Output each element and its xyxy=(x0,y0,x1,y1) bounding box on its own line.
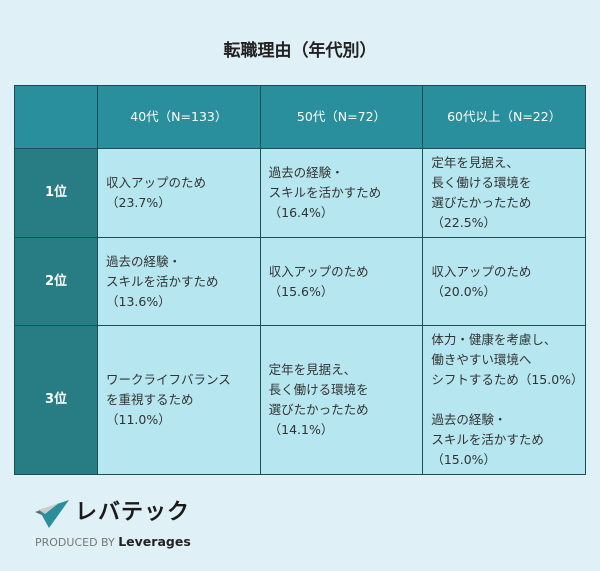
header-row: 40代（N=133） 50代（N=72） 60代以上（N=22） xyxy=(14,85,586,149)
company-name: Leverages xyxy=(118,534,191,549)
levtech-logo: レバテック PRODUCED BY Leverages xyxy=(35,500,235,560)
table-cell: ワークライフバランス を重視するため （11.0%） xyxy=(97,325,261,475)
column-header: 40代（N=133） xyxy=(97,85,261,149)
rank-label: 3位 xyxy=(14,325,98,475)
table-cell: 定年を見据え、 長く働ける環境を 選びたかったため （22.5%） xyxy=(422,148,586,238)
table-row: 3位 ワークライフバランス を重視するため （11.0%） 定年を見据え、 長く… xyxy=(14,325,586,475)
table-cell: 収入アップのため （15.6%） xyxy=(259,237,424,326)
rank-label: 1位 xyxy=(14,148,98,238)
table-cell: 定年を見据え、 長く働ける環境を 選びたかったため （14.1%） xyxy=(259,325,424,475)
rank-label: 2位 xyxy=(14,237,98,326)
table-cell: 収入アップのため （20.0%） xyxy=(422,237,586,326)
page-title: 転職理由（年代別） xyxy=(223,41,377,61)
table-cell: 過去の経験・ スキルを活かすため （16.4%） xyxy=(259,148,424,238)
reasons-table: 40代（N=133） 50代（N=72） 60代以上（N=22） 1位 収入アッ… xyxy=(14,85,586,475)
corner-cell xyxy=(14,85,98,149)
produced-by: PRODUCED BY Leverages xyxy=(35,534,191,551)
column-header: 50代（N=72） xyxy=(259,85,424,149)
table-cell: 過去の経験・ スキルを活かすため （13.6%） xyxy=(97,237,261,326)
brand-name: レバテック xyxy=(75,500,191,525)
table-cell: 体力・健康を考慮し、 働きやすい環境へ シフトするため（15.0%） 過去の経験… xyxy=(422,325,586,475)
check-mark-icon xyxy=(35,500,69,528)
column-header: 60代以上（N=22） xyxy=(422,85,586,149)
table-row: 1位 収入アップのため （23.7%） 過去の経験・ スキルを活かすため （16… xyxy=(14,148,586,238)
produced-by-label: PRODUCED BY xyxy=(35,536,115,549)
table-row: 2位 過去の経験・ スキルを活かすため （13.6%） 収入アップのため （15… xyxy=(14,237,586,326)
table-cell: 収入アップのため （23.7%） xyxy=(97,148,261,238)
